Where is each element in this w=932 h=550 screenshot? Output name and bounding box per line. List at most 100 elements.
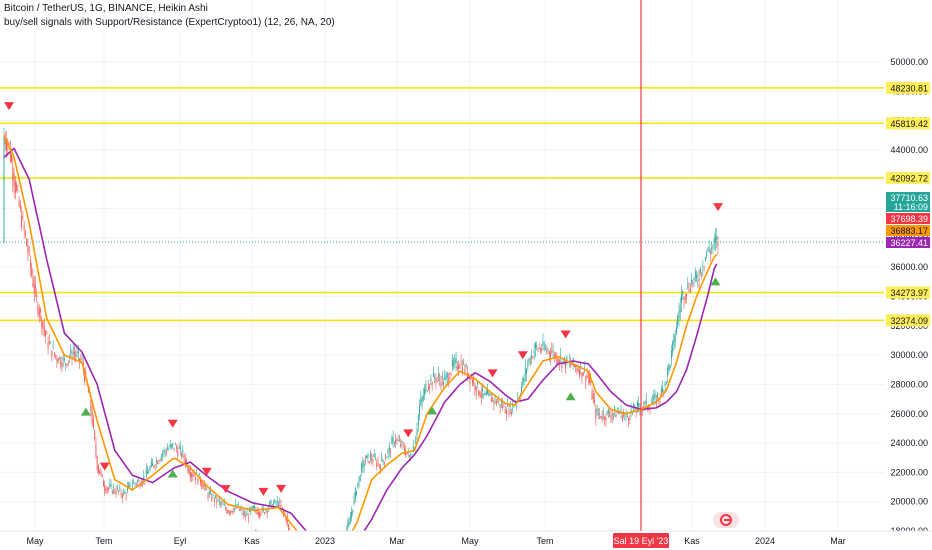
candle (203, 484, 205, 487)
sr-label: 48230.81 (890, 83, 928, 93)
candle (106, 488, 108, 490)
price-tick-label: 50000.00 (890, 57, 928, 67)
candle (505, 410, 507, 415)
candle (35, 285, 36, 289)
indicator-legend[interactable]: buy/sell signals with Support/Resistance… (4, 17, 335, 28)
candle (536, 345, 538, 347)
candle (419, 405, 421, 416)
candle (84, 371, 86, 382)
candle (674, 336, 676, 342)
time-axis[interactable]: May Tem Eyl Kas 2023 Mar May Tem Kas 2024 Mar Sal 1… (0, 530, 932, 550)
candle (647, 406, 648, 409)
candle (576, 368, 578, 371)
candle (706, 252, 708, 257)
price-axis[interactable]: 18000.0020000.0022000.0024000.0026000.00… (884, 0, 932, 536)
last-value-labels: 48230.81 45819.42 42092.72 34273.97 32374.09… (886, 81, 930, 327)
candle (240, 509, 242, 511)
sell-signal-marker (276, 484, 287, 493)
candle (225, 507, 227, 509)
candle (652, 401, 653, 403)
candle (655, 402, 657, 405)
countdown-label: 11:16:09 (894, 202, 928, 212)
candle (216, 500, 218, 503)
candle (251, 506, 253, 510)
candle (697, 279, 699, 281)
candle (390, 451, 392, 453)
candle (495, 401, 497, 404)
candle (628, 417, 630, 421)
candle (61, 362, 63, 369)
candle (395, 439, 397, 443)
candle (138, 479, 140, 482)
candle (562, 359, 564, 361)
candle (160, 455, 162, 457)
last-value-bg (886, 192, 930, 212)
candle (453, 362, 455, 366)
candle (348, 520, 350, 526)
candle (228, 511, 230, 514)
candle (24, 231, 26, 236)
candle (489, 393, 491, 396)
candle (273, 503, 274, 505)
candle (675, 327, 677, 334)
crosshair-date-label: Sal 19 Eyl '23 (614, 536, 669, 546)
candle (558, 359, 560, 363)
candle (361, 463, 363, 472)
candle (444, 377, 446, 380)
candle (55, 355, 57, 357)
candle (31, 267, 33, 276)
candle (547, 349, 549, 351)
signal-markers (4, 102, 723, 542)
candle (563, 356, 565, 360)
candle (192, 474, 194, 478)
candle (616, 412, 618, 413)
candle (237, 504, 239, 506)
candle (557, 358, 559, 364)
candle (62, 357, 64, 360)
candle (95, 443, 97, 456)
candle (600, 415, 602, 418)
candle (708, 250, 710, 252)
candle (66, 363, 68, 366)
candle (110, 484, 112, 487)
candle (42, 321, 44, 327)
candle (91, 411, 93, 425)
sell-signal-marker (220, 485, 231, 494)
candle (181, 453, 183, 457)
candle (153, 466, 155, 468)
candle (276, 500, 278, 503)
candle (182, 449, 184, 452)
candle (217, 499, 219, 500)
candle (698, 278, 700, 281)
candle (561, 362, 563, 368)
candle (424, 388, 426, 395)
candle (352, 509, 354, 514)
candle (460, 361, 462, 363)
candle (485, 393, 487, 396)
candle (653, 395, 655, 400)
candle (592, 394, 594, 399)
candle (539, 349, 541, 351)
candle (597, 413, 599, 415)
candle (604, 417, 606, 420)
candle (645, 399, 647, 404)
candle (189, 471, 191, 478)
candle (426, 390, 428, 392)
candle (610, 416, 612, 419)
candle (630, 409, 632, 413)
candle (143, 475, 145, 479)
candle (256, 511, 258, 515)
candle (677, 315, 679, 325)
candle (556, 358, 558, 364)
candle (81, 358, 83, 360)
candle (220, 502, 222, 504)
candle (620, 409, 622, 412)
candle (198, 473, 200, 476)
support-resistance-lines (0, 87, 884, 322)
last-value-bg (886, 213, 930, 224)
price-tick-label: 28000.00 (890, 379, 928, 389)
candle (665, 382, 667, 384)
candle (193, 474, 195, 477)
candle (660, 388, 662, 393)
